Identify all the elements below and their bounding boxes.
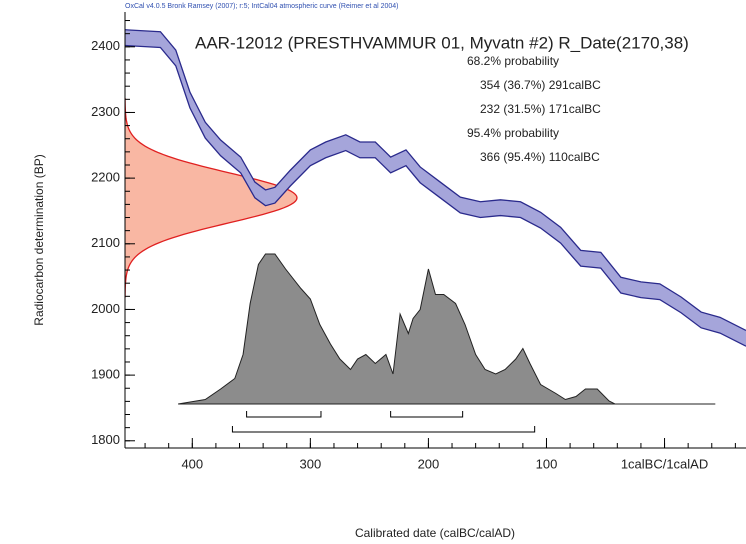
- y-tick-label: 1800: [91, 432, 120, 447]
- annotation: AAR-12012 (PRESTHVAMMUR 01, Myvatn #2) R…: [195, 33, 689, 52]
- curve-lower: [125, 44, 746, 347]
- x-tick-label: 1calBC/1calAD: [621, 456, 708, 471]
- y-tick-label: 2300: [91, 104, 120, 119]
- x-tick-label: 300: [300, 456, 322, 471]
- range-bracket: [246, 411, 322, 418]
- y-tick-label: 2400: [91, 38, 120, 53]
- chart-title: OxCal v4.0.5 Bronk Ramsey (2007); r:5; I…: [125, 3, 399, 10]
- curve-upper: [125, 29, 746, 332]
- y-tick-label: 1900: [91, 367, 120, 382]
- range-label: 232 (31.5%) 171calBC: [480, 102, 601, 116]
- range-label: 354 (36.7%) 291calBC: [480, 78, 601, 92]
- range-bracket: [231, 426, 536, 433]
- plot: [125, 29, 746, 405]
- posterior-distribution: [178, 253, 716, 405]
- x-tick-label: 400: [181, 456, 203, 471]
- range-name: 68.2% probability: [467, 54, 559, 68]
- y-tick-label: 2100: [91, 235, 120, 250]
- range-label: 366 (95.4%) 110calBC: [480, 150, 600, 164]
- x-axis-label: Calibrated date (calBC/calAD): [355, 526, 515, 540]
- y-axis-label: Radiocarbon determination (BP): [32, 154, 46, 325]
- range-name: 95.4% probability: [467, 126, 559, 140]
- r-date-distribution: [125, 98, 298, 298]
- y-tick-label: 2200: [91, 170, 120, 185]
- x-tick-label: 100: [536, 456, 558, 471]
- y-tick-label: 2000: [91, 301, 120, 316]
- x-tick-label: 200: [418, 456, 440, 471]
- range-bracket: [390, 411, 464, 418]
